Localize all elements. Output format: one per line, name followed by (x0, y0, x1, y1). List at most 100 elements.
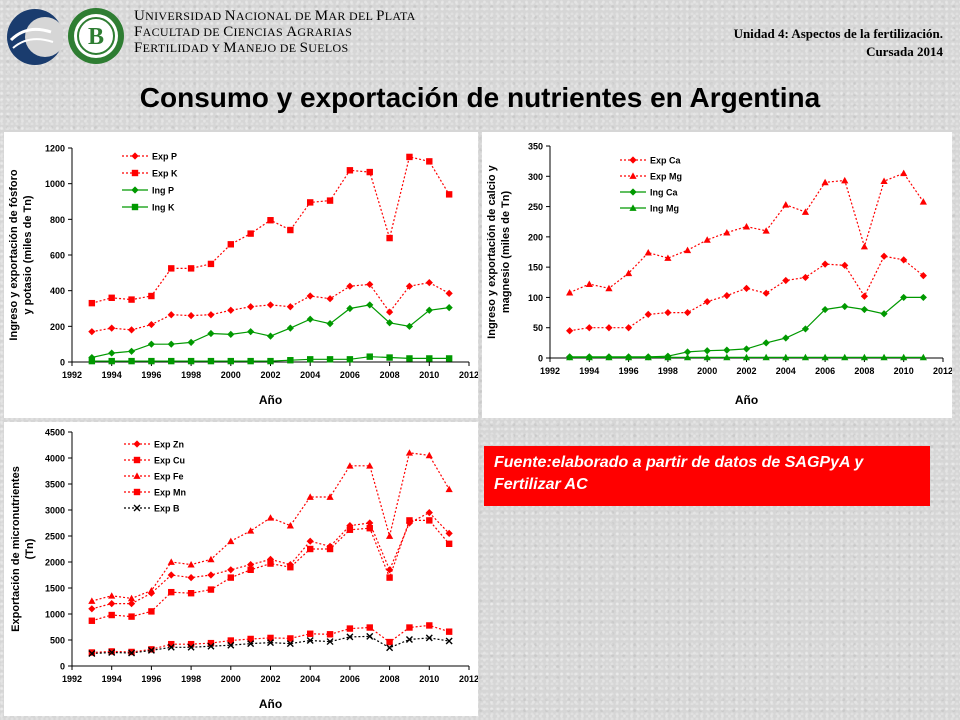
legend-marker (133, 456, 141, 464)
data-point (900, 353, 908, 361)
legend-marker (133, 488, 141, 496)
data-point (88, 328, 96, 336)
data-point (247, 566, 254, 573)
x-tick-label: 1992 (62, 674, 82, 684)
data-point (108, 611, 115, 619)
data-point (445, 304, 453, 312)
y-tick-label: 1000 (45, 610, 65, 620)
data-point (287, 635, 294, 642)
y-tick-label: 200 (528, 232, 543, 242)
data-point (227, 306, 235, 314)
x-tick-label: 2008 (380, 674, 400, 684)
x-tick-label: 1992 (540, 366, 560, 376)
data-point (664, 254, 672, 261)
data-point (406, 624, 413, 631)
data-point (207, 329, 215, 338)
data-point (366, 632, 374, 640)
chart-svg-2: 0 50 100 150 200 250 300 350 1992 1994 1996 1998 200… (486, 142, 952, 408)
data-point (625, 324, 633, 332)
data-point (187, 357, 195, 365)
x-tick-label: 1994 (579, 366, 599, 376)
data-point (762, 289, 770, 297)
data-point (147, 340, 155, 348)
data-point (247, 328, 255, 336)
data-point (742, 284, 751, 292)
data-point (386, 319, 394, 327)
inst-capital: F (134, 24, 143, 40)
data-point (127, 347, 136, 355)
legend-label: Ing K (152, 203, 175, 213)
data-point (445, 485, 453, 493)
chart-svg-1: 0 200 400 600 800 1000 1200 1992 1994 1996 1998 200… (8, 144, 478, 408)
data-point (742, 353, 751, 361)
data-point (406, 517, 413, 524)
x-tick-label: 2002 (736, 366, 756, 376)
y-tick-label: 200 (50, 322, 65, 332)
data-point (88, 650, 96, 658)
data-point (326, 493, 334, 500)
data-point (326, 197, 334, 204)
data-point (88, 617, 96, 624)
y-tick-label: 2000 (45, 558, 65, 568)
data-point (426, 355, 433, 362)
y-tick-label: 1500 (45, 584, 65, 594)
data-point (801, 208, 810, 215)
y-axis-label: magnesio (miles de Tn) (500, 191, 512, 314)
data-point (247, 640, 255, 648)
data-point (287, 564, 294, 571)
data-point (108, 592, 116, 599)
data-point (326, 295, 334, 303)
x-axis-label: Año (259, 393, 282, 407)
y-tick-label: 150 (528, 263, 543, 273)
data-point (426, 517, 433, 524)
x-axis-label: Año (735, 393, 758, 407)
legend-marker (133, 504, 141, 512)
data-point (821, 353, 829, 361)
data-point (326, 631, 334, 638)
y-tick-label: 4000 (45, 454, 65, 464)
y-axis-label: y potasio (miles de Tn) (22, 195, 34, 315)
inst-capital: P (376, 8, 385, 24)
data-point (227, 241, 234, 248)
data-point (644, 249, 652, 256)
data-point (168, 588, 175, 596)
data-point (128, 357, 135, 365)
data-point (346, 356, 354, 363)
x-tick-label: 2012 (459, 370, 478, 380)
x-tick-label: 2006 (340, 674, 360, 684)
data-point (445, 529, 453, 537)
data-point (287, 357, 294, 364)
chart-calcium-magnesium: 0 50 100 150 200 250 300 350 1992 1994 1996 1998 200… (482, 132, 952, 418)
legend-marker (131, 169, 139, 177)
data-point (386, 574, 393, 581)
data-point (167, 558, 175, 565)
inst-text: LATA (384, 9, 416, 23)
data-point (425, 306, 433, 314)
legend-label: Ing P (152, 186, 174, 196)
data-point (286, 324, 294, 332)
data-point (168, 640, 175, 648)
y-tick-label: 600 (50, 251, 65, 261)
y-axis-label: Ingreso y exportación de calcio y (486, 164, 498, 338)
data-point (585, 353, 593, 361)
data-point (625, 353, 633, 361)
data-point (782, 276, 790, 285)
institution-line-2: FACULTAD DE CIENCIAS AGRARIAS (134, 24, 352, 41)
x-tick-label: 2008 (854, 366, 874, 376)
data-point (366, 353, 373, 360)
data-point (326, 320, 334, 328)
data-point (426, 622, 433, 629)
y-tick-label: 0 (60, 662, 65, 672)
data-point (742, 345, 751, 353)
unit-title: Unidad 4: Aspectos de la fertilización. (733, 26, 943, 41)
y-axis-label: Ingreso y exportación de fósforo (8, 169, 20, 340)
series-line (91, 156, 450, 304)
legend-label: Exp Fe (154, 472, 184, 482)
x-tick-label: 1994 (102, 674, 122, 684)
legend-label: Exp K (152, 169, 178, 179)
y-tick-label: 300 (528, 172, 543, 182)
y-tick-label: 100 (528, 293, 543, 303)
data-point (88, 357, 96, 365)
data-point (307, 356, 314, 363)
data-point (841, 302, 849, 311)
